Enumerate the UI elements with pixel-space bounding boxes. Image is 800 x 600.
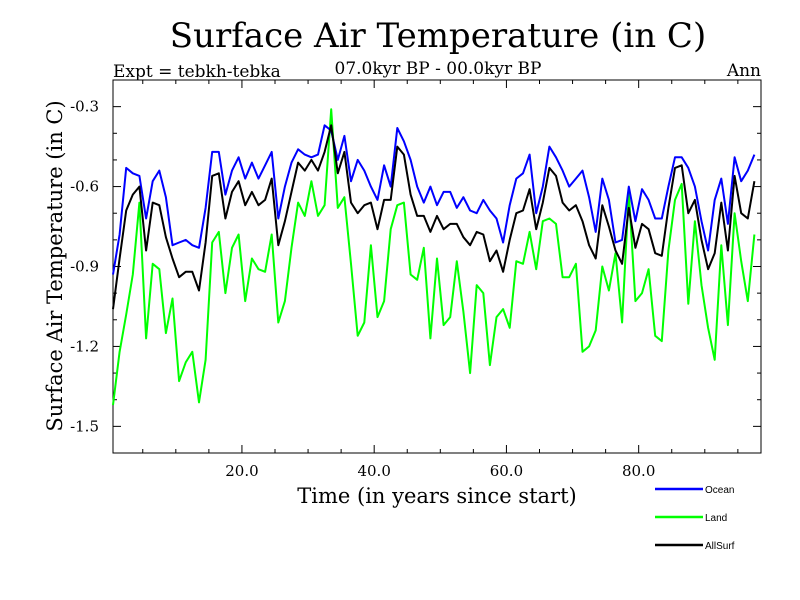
x-tick-label: 80.0 — [622, 462, 655, 480]
chart-title: Surface Air Temperature (in C) — [170, 16, 706, 56]
legend-label-ocean: Ocean — [705, 485, 734, 496]
x-tick-label: 20.0 — [225, 462, 258, 480]
x-tick-label: 40.0 — [357, 462, 390, 480]
series-line-ocean — [112, 124, 756, 275]
y-tick-label: -1.5 — [70, 417, 99, 435]
chart-subtitle: 07.0kyr BP - 00.0kyr BP — [335, 59, 542, 79]
x-tick-label: 60.0 — [490, 462, 523, 480]
season-label: Ann — [726, 61, 761, 81]
y-tick-label: -1.2 — [70, 337, 99, 355]
series-line-allsurf — [112, 124, 756, 310]
x-axis-label: Time (in years since start) — [297, 484, 576, 508]
series-lines — [112, 108, 756, 406]
legend-label-land: Land — [705, 513, 727, 524]
y-tick-label: -0.9 — [70, 258, 99, 276]
y-tick-label: -0.6 — [70, 178, 99, 196]
legend: Ocean Land AllSurf — [655, 485, 735, 552]
axis-ticks: 20.0 40.0 60.0 80.0 -1.5 -1.2 -0.9 -0.6 -0.3 — [70, 79, 761, 480]
series-line-land — [112, 108, 756, 406]
y-axis-label: Surface Air Temperature (in C) — [43, 100, 67, 431]
experiment-label: Expt = tebkh-tebka — [113, 62, 281, 82]
legend-label-allsurf: AllSurf — [705, 541, 735, 552]
y-tick-label: -0.3 — [70, 98, 99, 116]
